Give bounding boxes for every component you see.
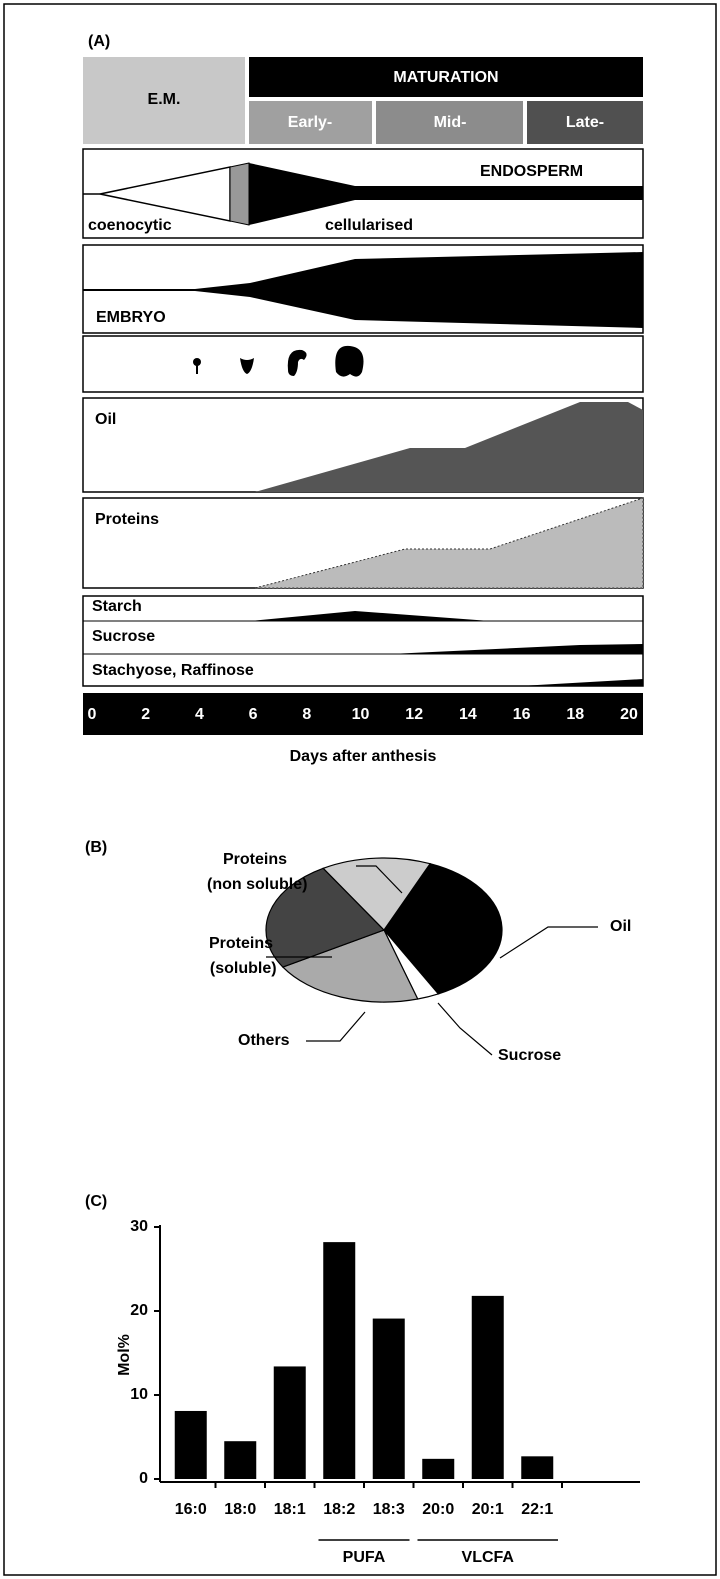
x-tick-label: 18:2 [323, 1501, 355, 1518]
x-tick-label: 18:3 [373, 1501, 405, 1518]
bar [372, 1318, 405, 1479]
bar [471, 1295, 504, 1479]
panel-label: (C) [85, 1193, 107, 1210]
track-label: ENDOSPERM [480, 163, 583, 180]
track-shape [229, 162, 250, 226]
bar [273, 1366, 306, 1479]
track-shape [520, 679, 643, 686]
track-label: Oil [95, 411, 116, 428]
track-box [82, 595, 644, 687]
phase-box [83, 57, 245, 144]
phase-label: Late- [566, 114, 604, 131]
y-tick-label: 20 [130, 1302, 148, 1319]
day-tick-label: 2 [141, 706, 150, 723]
embryo-icons [193, 345, 364, 377]
day-ticks: 0 2 4 6 8 10 12 14 16 18 20 [88, 706, 638, 723]
x-tick-label: 22:1 [521, 1501, 553, 1518]
phase-label: Early- [288, 114, 332, 131]
day-tick-label: 8 [302, 706, 311, 723]
phase-box [527, 101, 643, 144]
pie-slice [322, 857, 432, 931]
phase-box [249, 101, 372, 144]
phase-label: MATURATION [393, 69, 498, 86]
slice-label: Proteins (non soluble) [203, 851, 308, 893]
day-tick-label: 12 [405, 706, 423, 723]
axis-title: Days after anthesis [290, 748, 437, 765]
day-tick-label: 16 [513, 706, 531, 723]
bar [174, 1410, 207, 1479]
y-tick-label: 10 [130, 1386, 148, 1403]
day-tick-label: 6 [249, 706, 258, 723]
slice-label: Sucrose [498, 1047, 561, 1064]
track-label: Stachyose, Raffinose [92, 662, 254, 679]
day-tick-label: 18 [566, 706, 584, 723]
track-shape [249, 163, 643, 225]
day-tick-label: 20 [620, 706, 638, 723]
track-label: cellularised [325, 217, 413, 234]
pie-chart: (B) Oil Sucrose Others Proteins (soluble) Pro… [85, 839, 631, 1064]
phase-box [249, 57, 643, 97]
bar [521, 1456, 554, 1479]
track-shape [255, 402, 643, 492]
frame [3, 3, 717, 1576]
x-tick-label: 20:1 [472, 1501, 504, 1518]
day-tick-label: 14 [459, 706, 477, 723]
x-tick-label: 18:0 [224, 1501, 256, 1518]
track-label: Starch [92, 598, 142, 615]
leader-line [499, 926, 598, 959]
day-axis [83, 693, 643, 735]
track-shape [83, 252, 643, 328]
group-label: PUFA [343, 1549, 386, 1566]
bar-chart: (C) 0 10 20 30 Mol% 16:0 18:0 18:1 18:2 18:3 20:0 20… [85, 1193, 640, 1566]
phase-label: E.M. [148, 91, 181, 108]
day-tick-label: 4 [195, 706, 204, 723]
bar [323, 1242, 356, 1479]
x-tick-label: 18:1 [274, 1501, 306, 1518]
panel-label: (A) [88, 33, 110, 50]
bar [422, 1458, 455, 1479]
x-tick-label: 20:0 [422, 1501, 454, 1518]
track-label: Proteins [95, 511, 159, 528]
day-tick-label: 10 [352, 706, 370, 723]
slice-label: Others [238, 1032, 290, 1049]
x-tick-label: 16:0 [175, 1501, 207, 1518]
slice-label: Oil [610, 918, 631, 935]
track-shape [254, 497, 644, 589]
leader-line [356, 865, 403, 894]
pie-slice [383, 863, 503, 995]
day-tick-label: 0 [88, 706, 97, 723]
group-label: VLCFA [462, 1549, 515, 1566]
track-label: EMBRYO [96, 309, 166, 326]
phase-label: Mid- [434, 114, 467, 131]
leader-line [306, 1011, 366, 1042]
bar [224, 1441, 257, 1479]
track-shape [390, 644, 643, 654]
pie-slice [281, 929, 419, 1003]
track-label: Sucrose [92, 628, 155, 645]
y-tick-label: 0 [139, 1470, 148, 1487]
leader-line [437, 1002, 493, 1056]
track-shape [250, 611, 490, 621]
slice-label: Proteins (soluble) [205, 935, 276, 977]
phase-box [376, 101, 523, 144]
panel-label: (B) [85, 839, 107, 856]
y-axis-title: Mol% [116, 1334, 133, 1376]
track-label: coenocytic [88, 217, 172, 234]
y-tick-label: 30 [130, 1218, 148, 1235]
